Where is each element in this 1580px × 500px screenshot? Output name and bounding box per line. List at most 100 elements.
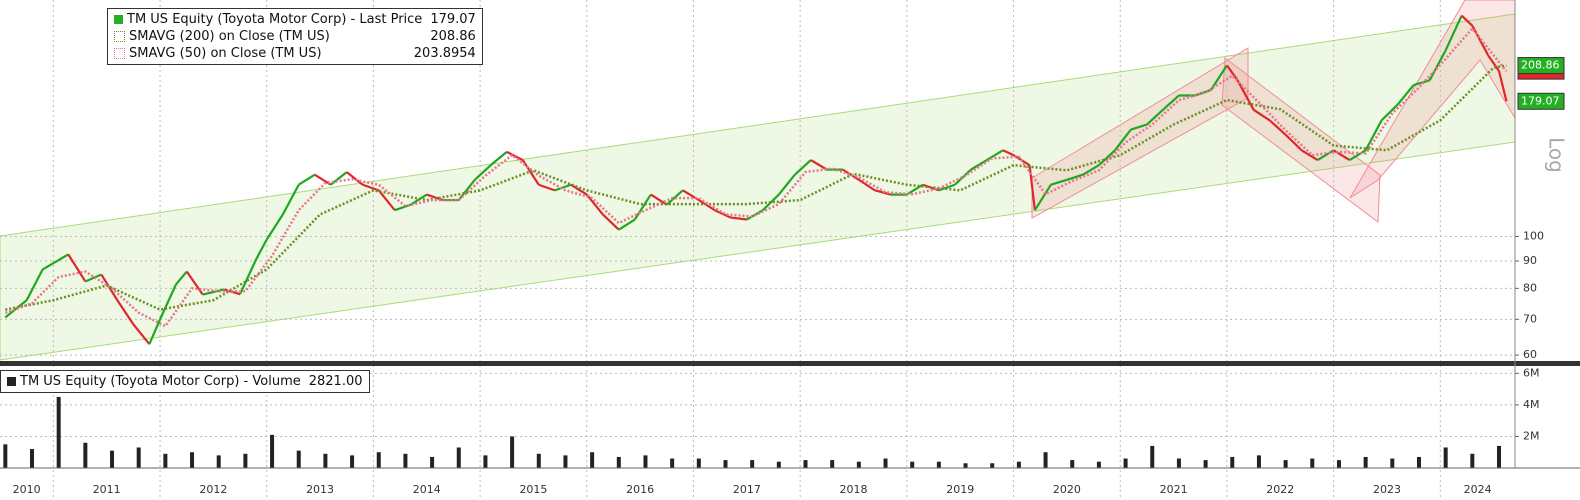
last-value-label: 179.07 — [1521, 94, 1560, 107]
x-tick-label: 2023 — [1373, 483, 1401, 496]
price-segment — [1380, 103, 1399, 122]
price-segment — [1349, 149, 1367, 162]
price-segment — [265, 214, 284, 241]
price-segment — [810, 159, 828, 171]
volume-bar — [750, 460, 755, 468]
volume-bar — [243, 453, 248, 468]
price-segment — [1130, 123, 1148, 131]
price-segment — [1146, 109, 1164, 126]
price-segment — [490, 151, 508, 166]
last-value-label: 208.86 — [1521, 59, 1560, 72]
price-segment — [858, 178, 876, 192]
price-segment — [1460, 14, 1474, 27]
marks — [3, 14, 1508, 468]
volume-bar — [1443, 447, 1448, 468]
legend-label: SMAVG (200) on Close (TM US) — [129, 29, 330, 44]
volume-bar — [856, 461, 861, 468]
price-segment — [1162, 94, 1180, 111]
volume-bar — [1016, 461, 1021, 468]
volume-bar — [403, 453, 408, 468]
price-segment — [1082, 164, 1100, 176]
price-segment — [255, 239, 268, 260]
volume-bar — [1416, 456, 1421, 468]
legend-value: 203.8954 — [413, 46, 476, 61]
y-tick-label: 6M — [1523, 366, 1540, 379]
price-segment — [1428, 49, 1447, 81]
price-segment — [1487, 54, 1500, 72]
volume-bar — [430, 456, 435, 468]
y-tick-label: 100 — [1523, 230, 1544, 243]
volume-bar — [1363, 456, 1368, 468]
sma-line — [5, 64, 1507, 311]
price-segment — [84, 273, 102, 283]
last-value-tag — [1517, 92, 1565, 110]
price-segment — [986, 149, 1004, 162]
sma-line — [4, 26, 1508, 328]
price-segment — [906, 183, 924, 196]
volume-bar — [83, 442, 88, 468]
x-tick-label: 2013 — [306, 483, 334, 496]
volume-bar — [1070, 460, 1075, 468]
price-segment — [650, 193, 668, 206]
legend-entry: TM US Equity (Toyota Motor Corp) - Volum… — [7, 373, 363, 390]
price-segment — [132, 323, 151, 345]
price-segment — [1002, 149, 1015, 157]
y-tick-label: 90 — [1523, 254, 1537, 267]
x-tick-label: 2021 — [1160, 483, 1188, 496]
price-segment — [1210, 64, 1228, 91]
price-segment — [281, 184, 300, 216]
volume-bar — [803, 460, 808, 468]
volume-bar — [1096, 461, 1101, 468]
price-segment — [185, 270, 204, 296]
legend-swatch — [114, 15, 123, 24]
x-tick-label: 2020 — [1053, 483, 1081, 496]
volume-bar — [670, 458, 675, 468]
legend-swatch — [114, 48, 125, 59]
price-segment — [1284, 133, 1303, 152]
grid — [0, 0, 1515, 500]
price-segment — [1226, 64, 1239, 81]
price-segment — [1497, 70, 1508, 102]
price-segment — [570, 183, 588, 196]
price-segment — [1396, 84, 1415, 106]
price-segment — [794, 159, 812, 176]
y-tick-label: 70 — [1523, 312, 1537, 325]
volume-bar — [990, 463, 995, 468]
x-tick-label: 2022 — [1266, 483, 1294, 496]
price-segment — [116, 299, 135, 325]
price-segment — [1050, 178, 1068, 186]
volume-bar — [216, 455, 221, 468]
volume-bar — [483, 455, 488, 468]
price-segment — [602, 213, 620, 231]
legend-label: SMAVG (50) on Close (TM US) — [129, 46, 322, 61]
x-tick-label: 2012 — [199, 483, 227, 496]
price-segment — [67, 253, 87, 283]
volume-legend: TM US Equity (Toyota Motor Corp) - Volum… — [0, 370, 370, 393]
price-segment — [4, 299, 28, 319]
legend-entry: TM US Equity (Toyota Motor Corp) - Last … — [114, 11, 476, 28]
price-segment — [42, 253, 69, 271]
volume-bar — [323, 453, 328, 468]
x-tick-label: 2016 — [626, 483, 654, 496]
x-tick-label: 2024 — [1464, 483, 1492, 496]
price-segment — [474, 164, 492, 181]
legend-label: TM US Equity (Toyota Motor Corp) - Volum… — [20, 374, 301, 389]
panel-separator — [0, 361, 1580, 366]
price-segment — [1317, 149, 1335, 162]
legend-label: TM US Equity (Toyota Motor Corp) - Last … — [127, 12, 423, 27]
volume-bar — [1150, 445, 1155, 468]
price-segment — [1114, 128, 1132, 151]
volume-bar — [936, 461, 941, 468]
volume-bar — [296, 450, 301, 468]
price-segment — [1301, 149, 1319, 162]
volume-bar — [643, 455, 648, 468]
volume-bar — [30, 449, 35, 468]
price-segment — [362, 183, 380, 192]
volume-bar — [1283, 460, 1288, 468]
volume-bar — [1230, 456, 1235, 468]
volume-bar — [376, 452, 381, 468]
volume-bar — [110, 450, 115, 468]
legend-entry: SMAVG (50) on Close (TM US) 203.8954 — [114, 45, 476, 62]
